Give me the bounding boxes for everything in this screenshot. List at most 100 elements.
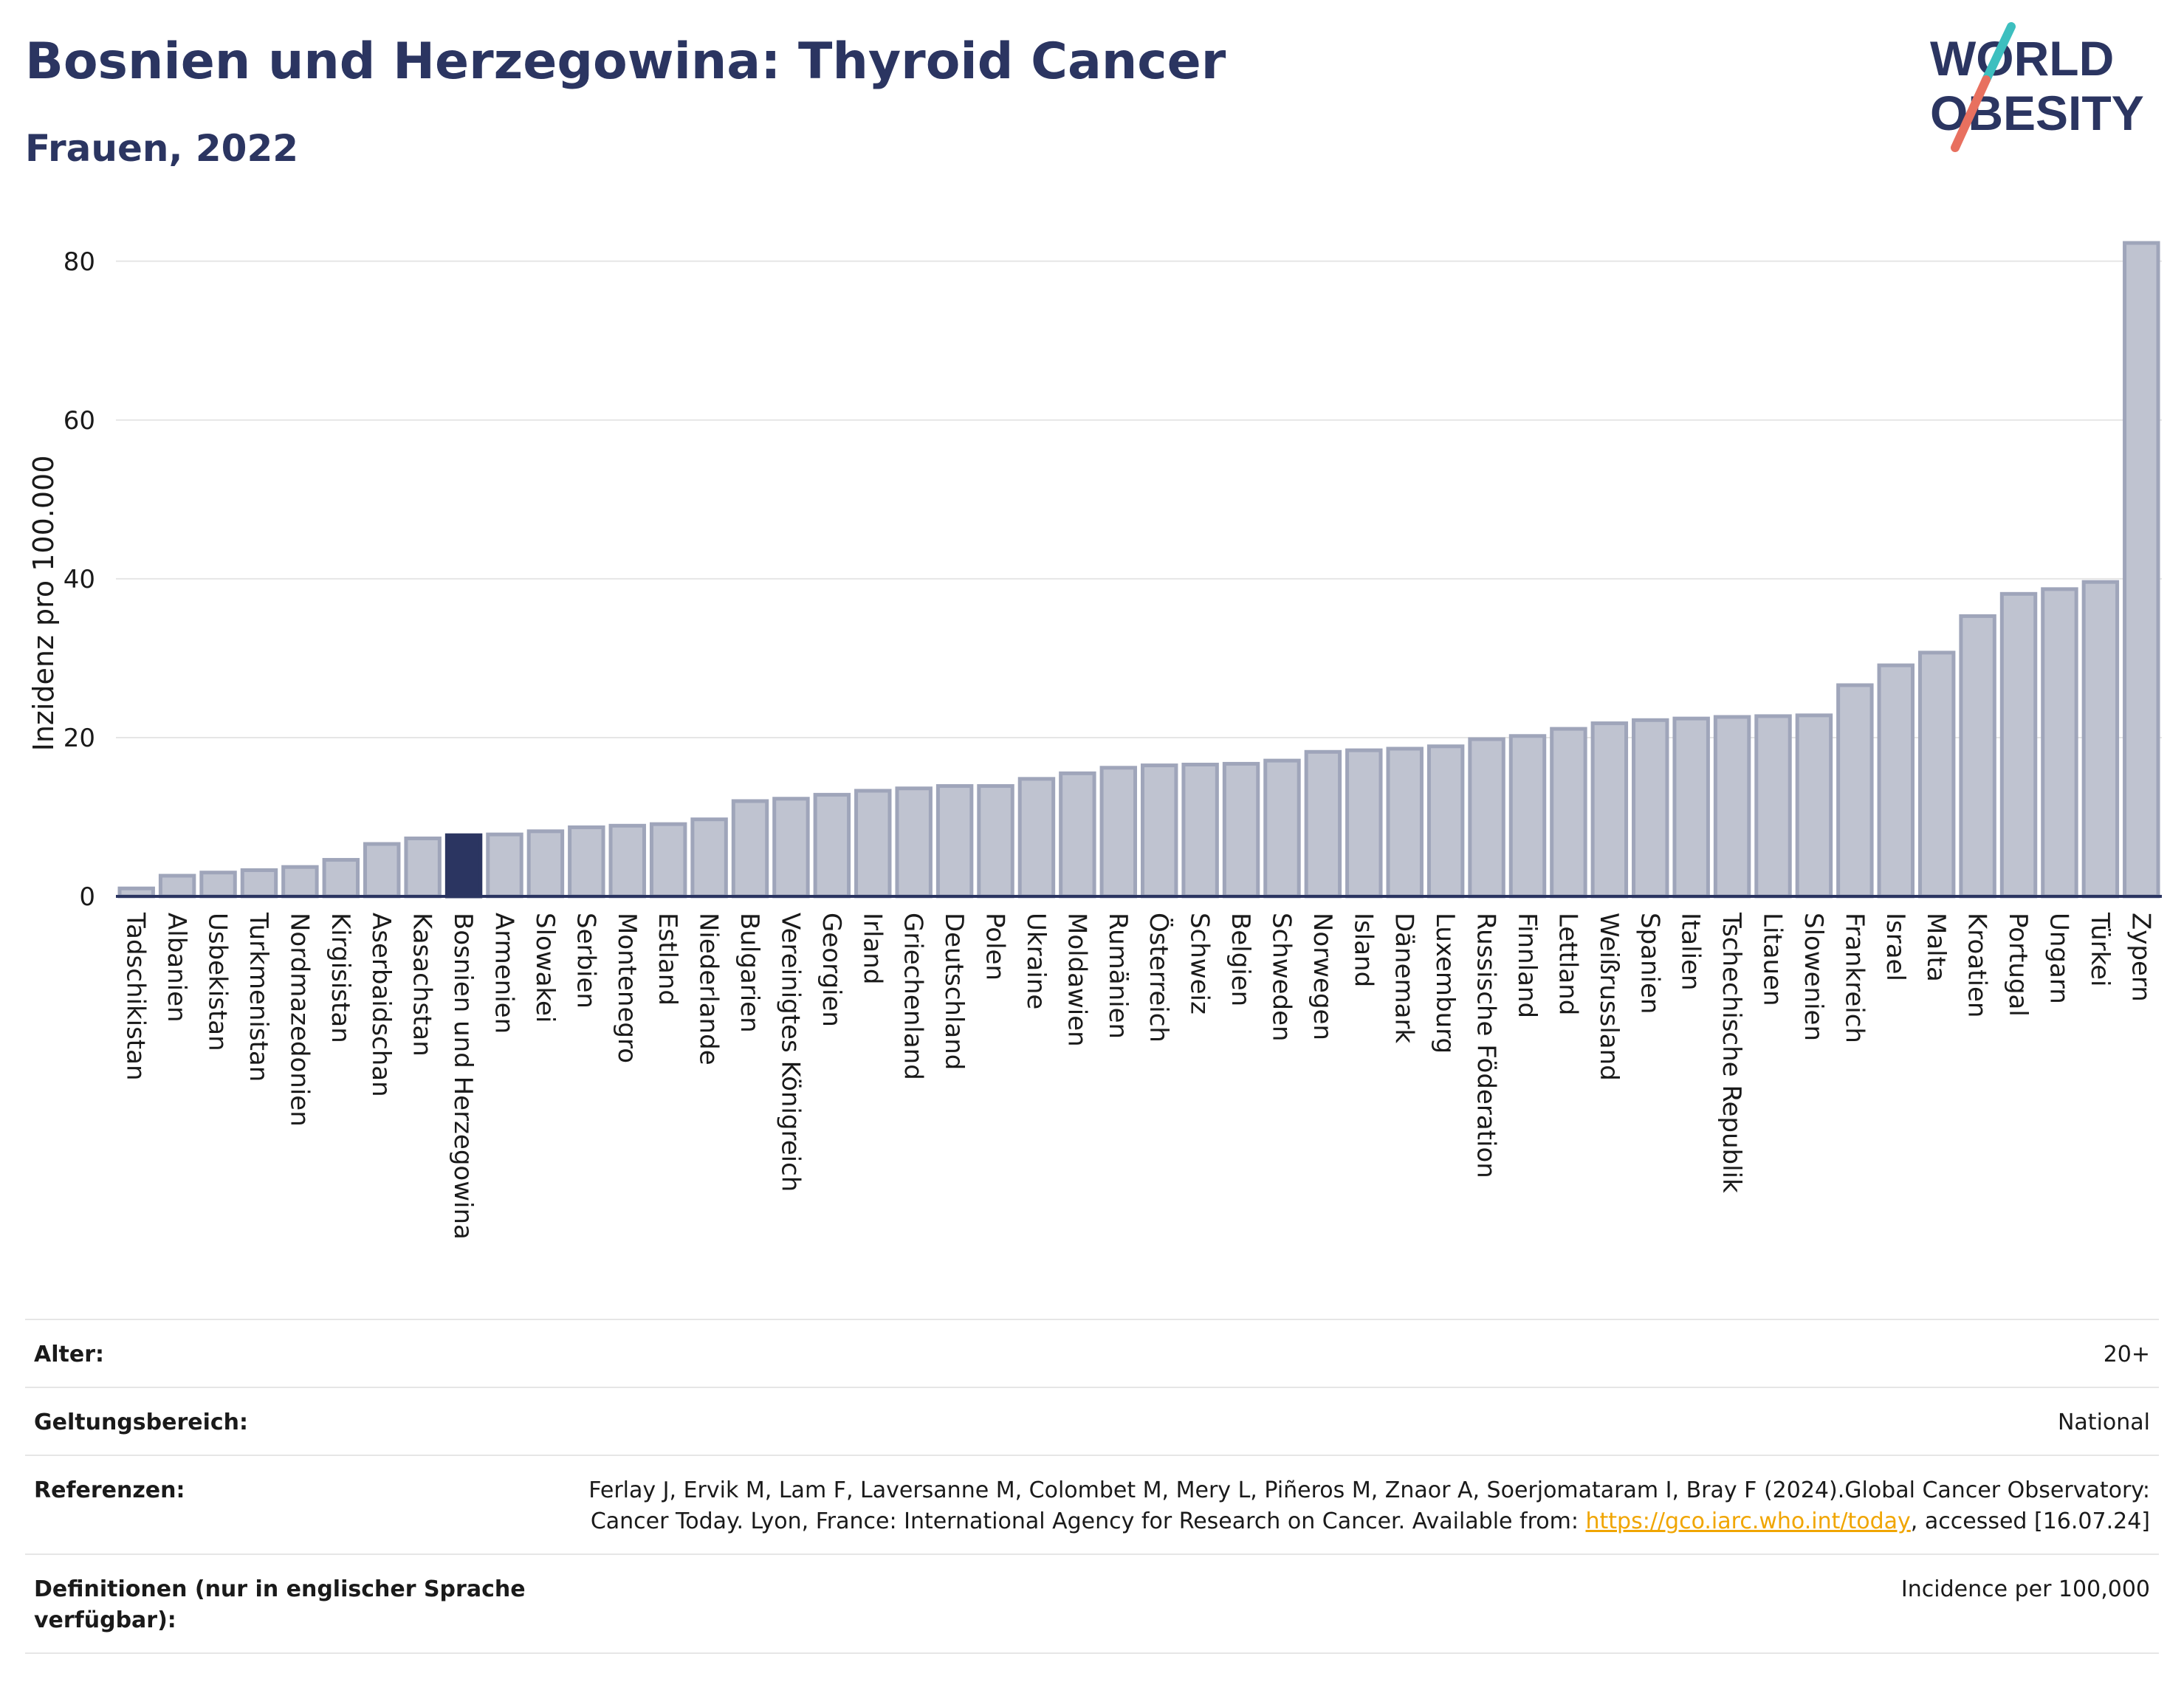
- x-tick-label: Luxemburg: [1430, 913, 1460, 1054]
- x-tick-label: Turkmenistan: [244, 912, 273, 1082]
- bar: [2123, 241, 2160, 899]
- bar: [772, 797, 810, 899]
- meta-value-text: 20+: [2103, 1342, 2150, 1367]
- x-tick-label: Malta: [1921, 913, 1951, 982]
- x-tick-label: Tschechische Republik: [1717, 912, 1746, 1193]
- x-tick-label: Tadschikistan: [121, 912, 151, 1081]
- bar: [1181, 763, 1219, 899]
- meta-value-suffix: , accessed [16.07.24]: [1910, 1508, 2150, 1534]
- x-tick-label: Norwegen: [1308, 913, 1337, 1040]
- meta-row: Referenzen: Ferlay J, Ervik M, Lam F, Lav…: [25, 1455, 2159, 1553]
- logo-slash-bottom: [1951, 75, 1991, 152]
- bar: [977, 784, 1014, 899]
- bar: [1550, 727, 1587, 899]
- bar: [1426, 744, 1465, 899]
- x-tick-label: Georgien: [817, 913, 846, 1027]
- x-tick-label: Niederlande: [694, 913, 724, 1065]
- bar: [1672, 716, 1710, 899]
- bar: [1508, 734, 1547, 899]
- x-tick-label: Kirgisistan: [326, 913, 355, 1043]
- bar: [1222, 761, 1260, 899]
- meta-row: Alter: 20+: [25, 1319, 2159, 1387]
- meta-row: Definitionen (nur in englischer Sprache …: [25, 1553, 2159, 1654]
- y-tick-label: 40: [63, 565, 95, 594]
- bar: [240, 868, 278, 899]
- x-tick-label: Polen: [981, 913, 1010, 981]
- bar: [854, 789, 892, 899]
- x-tick-label: Aserbaidschan: [366, 913, 396, 1097]
- bar: [158, 873, 196, 899]
- bar: [526, 829, 565, 899]
- y-tick-label: 20: [63, 724, 95, 753]
- bar: [1263, 758, 1301, 899]
- y-tick-label: 60: [63, 406, 95, 436]
- bar: [1999, 591, 2038, 899]
- bar: [813, 792, 851, 899]
- x-tick-label: Irland: [857, 913, 887, 984]
- bar: [1468, 737, 1505, 899]
- bar: [1017, 777, 1056, 899]
- chart-subtitle: Frauen, 2022: [25, 127, 299, 170]
- bar: [363, 842, 401, 899]
- x-tick-label: Albanien: [162, 913, 191, 1023]
- x-tick-label: Zypern: [2126, 913, 2155, 1002]
- x-tick-label: Dänemark: [1390, 913, 1419, 1043]
- x-tick-label: Russische Föderation: [1472, 913, 1501, 1178]
- bar: [1713, 715, 1751, 899]
- meta-value-text: Incidence per 100,000: [1900, 1576, 2150, 1602]
- x-tick-label: Israel: [1881, 913, 1910, 981]
- bar: [1959, 614, 1996, 899]
- y-tick-label: 0: [79, 882, 95, 912]
- bar: [1099, 766, 1138, 899]
- y-axis-label: Inzidenz pro 100.000: [27, 456, 60, 752]
- x-tick-label: Ungarn: [2044, 913, 2073, 1004]
- x-tick-label: Österreich: [1144, 913, 1174, 1043]
- x-tick-label: Deutschland: [939, 913, 969, 1070]
- bar: [1345, 748, 1383, 899]
- bar: [568, 825, 605, 899]
- x-tick-label: Moldawien: [1062, 913, 1091, 1047]
- x-tick-label: Portugal: [2003, 913, 2033, 1017]
- reference-link[interactable]: https://gco.iarc.who.int/today: [1585, 1508, 1911, 1534]
- logo-line1: WORLD: [1930, 31, 2114, 86]
- bar: [895, 786, 933, 899]
- bar: [1795, 713, 1833, 899]
- bar: [1754, 714, 1792, 899]
- bar: [444, 833, 483, 899]
- x-tick-label: Frankreich: [1839, 913, 1869, 1043]
- x-tick-label: Belgien: [1226, 913, 1255, 1006]
- x-tick-label: Spanien: [1635, 913, 1664, 1014]
- bar: [1836, 683, 1874, 899]
- x-tick-label: Lettland: [1553, 913, 1582, 1015]
- bar: [1632, 718, 1669, 899]
- meta-label: Geltungsbereich:: [34, 1410, 249, 1435]
- x-tick-label: Italien: [1676, 913, 1706, 991]
- x-tick-label: Island: [1348, 913, 1378, 987]
- x-tick-label: Ukraine: [1021, 913, 1051, 1009]
- meta-value: 20+: [2104, 1339, 2150, 1370]
- meta-value: Ferlay J, Ervik M, Lam F, Laversanne M, …: [570, 1475, 2150, 1537]
- x-tick-label: Usbekistan: [203, 913, 233, 1051]
- logo-slash-top: [1982, 22, 2016, 84]
- x-tick-label: Estland: [653, 913, 682, 1006]
- bar: [486, 832, 523, 899]
- bar-chart: 0 20 40 60 80 Inzidenz pro 100.000 Tadschikist…: [27, 241, 2162, 1240]
- x-tick-label: Slowenien: [1799, 913, 1828, 1041]
- meta-value: Incidence per 100,000: [1901, 1574, 2150, 1605]
- x-tick-label: Slowakei: [530, 913, 560, 1023]
- x-tick-label: Kasachstan: [408, 913, 437, 1057]
- x-tick-label: Bosnien und Herzegowina: [448, 913, 478, 1240]
- meta-table: Alter: 20+ Geltungsbereich: National Referen…: [25, 1319, 2159, 1654]
- bar: [404, 837, 442, 899]
- x-tick-label: Bulgarien: [735, 913, 764, 1033]
- bar: [1877, 663, 1915, 899]
- x-tick-label: Weißrussland: [1594, 913, 1624, 1081]
- meta-row: Geltungsbereich: National: [25, 1387, 2159, 1455]
- bar: [935, 784, 974, 899]
- x-tick-label: Montenegro: [612, 913, 642, 1063]
- meta-value-text: National: [2057, 1410, 2150, 1435]
- x-tick-label: Griechenland: [899, 913, 928, 1080]
- x-tick-label: Vereinigtes Königreich: [775, 913, 805, 1192]
- meta-label: Referenzen:: [34, 1477, 185, 1503]
- world-obesity-logo: WORLD OBESITY: [1930, 22, 2144, 152]
